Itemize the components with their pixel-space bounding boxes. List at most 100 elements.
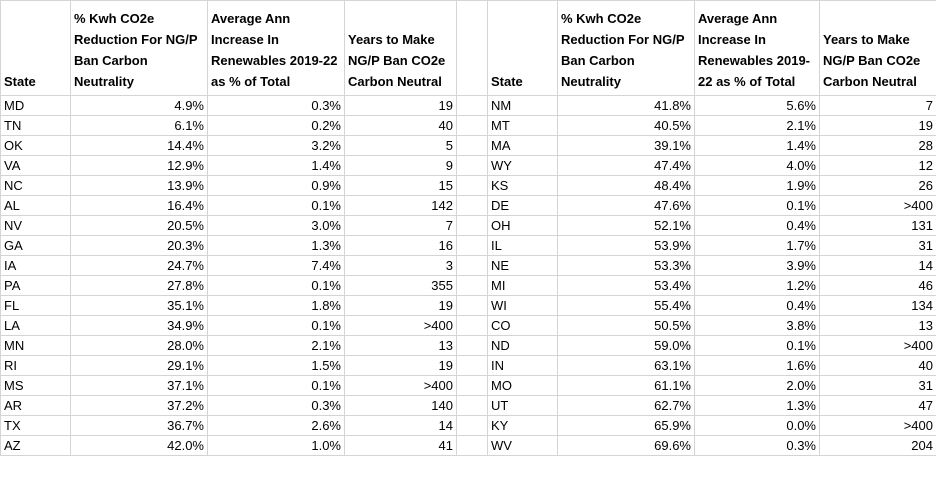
cell-renewables-right[interactable]: 0.4% xyxy=(694,215,820,236)
cell-years-right[interactable]: 46 xyxy=(819,275,936,296)
cell-years-left[interactable]: 19 xyxy=(344,295,457,316)
cell-state-left[interactable]: AR xyxy=(0,395,71,416)
cell-years-right[interactable]: 31 xyxy=(819,235,936,256)
cell-renewables-right[interactable]: 3.9% xyxy=(694,255,820,276)
cell-state-right[interactable]: CO xyxy=(487,315,558,336)
cell-state-left[interactable]: IA xyxy=(0,255,71,276)
spacer-cell[interactable] xyxy=(456,275,488,296)
cell-reduction-left[interactable]: 37.2% xyxy=(70,395,208,416)
cell-years-left[interactable]: 3 xyxy=(344,255,457,276)
cell-renewables-left[interactable]: 0.9% xyxy=(207,175,345,196)
cell-reduction-left[interactable]: 27.8% xyxy=(70,275,208,296)
header-renewables-left[interactable]: Average Ann Increase In Renewables 2019-… xyxy=(207,0,345,96)
cell-state-left[interactable]: OK xyxy=(0,135,71,156)
cell-renewables-left[interactable]: 0.1% xyxy=(207,375,345,396)
cell-years-left[interactable]: 13 xyxy=(344,335,457,356)
cell-renewables-right[interactable]: 5.6% xyxy=(694,95,820,116)
header-renewables-right[interactable]: Average Ann Increase In Renewables 2019-… xyxy=(694,0,820,96)
cell-years-left[interactable]: 41 xyxy=(344,435,457,456)
cell-reduction-left[interactable]: 14.4% xyxy=(70,135,208,156)
spacer-cell[interactable] xyxy=(456,315,488,336)
cell-renewables-right[interactable]: 3.8% xyxy=(694,315,820,336)
spacer-cell[interactable] xyxy=(456,215,488,236)
cell-state-left[interactable]: GA xyxy=(0,235,71,256)
cell-state-left[interactable]: NC xyxy=(0,175,71,196)
cell-state-right[interactable]: NM xyxy=(487,95,558,116)
cell-reduction-left[interactable]: 28.0% xyxy=(70,335,208,356)
cell-renewables-left[interactable]: 2.6% xyxy=(207,415,345,436)
cell-years-right[interactable]: 7 xyxy=(819,95,936,116)
spacer-cell[interactable] xyxy=(456,355,488,376)
cell-state-right[interactable]: IL xyxy=(487,235,558,256)
cell-years-right[interactable]: 26 xyxy=(819,175,936,196)
cell-renewables-left[interactable]: 0.3% xyxy=(207,395,345,416)
cell-renewables-right[interactable]: 2.0% xyxy=(694,375,820,396)
cell-reduction-right[interactable]: 53.9% xyxy=(557,235,695,256)
cell-state-right[interactable]: UT xyxy=(487,395,558,416)
cell-years-right[interactable]: 14 xyxy=(819,255,936,276)
cell-renewables-right[interactable]: 0.4% xyxy=(694,295,820,316)
cell-reduction-left[interactable]: 16.4% xyxy=(70,195,208,216)
cell-years-left[interactable]: 5 xyxy=(344,135,457,156)
cell-renewables-right[interactable]: 1.4% xyxy=(694,135,820,156)
cell-reduction-left[interactable]: 20.5% xyxy=(70,215,208,236)
cell-state-left[interactable]: PA xyxy=(0,275,71,296)
spacer-cell[interactable] xyxy=(456,435,488,456)
cell-renewables-right[interactable]: 1.9% xyxy=(694,175,820,196)
cell-renewables-right[interactable]: 1.3% xyxy=(694,395,820,416)
header-state-left[interactable]: State xyxy=(0,0,71,96)
cell-state-left[interactable]: MS xyxy=(0,375,71,396)
cell-renewables-right[interactable]: 0.1% xyxy=(694,335,820,356)
cell-renewables-left[interactable]: 1.4% xyxy=(207,155,345,176)
cell-reduction-left[interactable]: 13.9% xyxy=(70,175,208,196)
spacer-cell[interactable] xyxy=(456,155,488,176)
cell-years-right[interactable]: 131 xyxy=(819,215,936,236)
cell-reduction-right[interactable]: 62.7% xyxy=(557,395,695,416)
cell-renewables-left[interactable]: 0.2% xyxy=(207,115,345,136)
cell-state-right[interactable]: MT xyxy=(487,115,558,136)
header-state-right[interactable]: State xyxy=(487,0,558,96)
cell-reduction-left[interactable]: 36.7% xyxy=(70,415,208,436)
cell-renewables-left[interactable]: 0.1% xyxy=(207,315,345,336)
cell-state-left[interactable]: MD xyxy=(0,95,71,116)
cell-reduction-left[interactable]: 12.9% xyxy=(70,155,208,176)
cell-state-left[interactable]: NV xyxy=(0,215,71,236)
spacer-cell[interactable] xyxy=(456,0,488,96)
cell-reduction-right[interactable]: 47.6% xyxy=(557,195,695,216)
cell-years-right[interactable]: 31 xyxy=(819,375,936,396)
cell-years-left[interactable]: 40 xyxy=(344,115,457,136)
cell-state-right[interactable]: MI xyxy=(487,275,558,296)
cell-reduction-left[interactable]: 37.1% xyxy=(70,375,208,396)
cell-renewables-left[interactable]: 0.1% xyxy=(207,275,345,296)
cell-renewables-right[interactable]: 1.2% xyxy=(694,275,820,296)
cell-renewables-left[interactable]: 1.8% xyxy=(207,295,345,316)
cell-reduction-right[interactable]: 50.5% xyxy=(557,315,695,336)
spacer-cell[interactable] xyxy=(456,375,488,396)
cell-state-left[interactable]: TX xyxy=(0,415,71,436)
cell-renewables-left[interactable]: 1.0% xyxy=(207,435,345,456)
cell-years-right[interactable]: 28 xyxy=(819,135,936,156)
cell-renewables-right[interactable]: 1.6% xyxy=(694,355,820,376)
cell-state-right[interactable]: DE xyxy=(487,195,558,216)
spacer-cell[interactable] xyxy=(456,175,488,196)
cell-state-left[interactable]: FL xyxy=(0,295,71,316)
spacer-cell[interactable] xyxy=(456,115,488,136)
cell-reduction-right[interactable]: 65.9% xyxy=(557,415,695,436)
cell-years-left[interactable]: >400 xyxy=(344,315,457,336)
cell-reduction-left[interactable]: 29.1% xyxy=(70,355,208,376)
cell-renewables-left[interactable]: 1.5% xyxy=(207,355,345,376)
cell-years-left[interactable]: 15 xyxy=(344,175,457,196)
cell-renewables-right[interactable]: 2.1% xyxy=(694,115,820,136)
cell-years-left[interactable]: 14 xyxy=(344,415,457,436)
cell-reduction-right[interactable]: 53.3% xyxy=(557,255,695,276)
cell-state-left[interactable]: MN xyxy=(0,335,71,356)
cell-renewables-left[interactable]: 1.3% xyxy=(207,235,345,256)
cell-reduction-right[interactable]: 47.4% xyxy=(557,155,695,176)
cell-years-right[interactable]: 12 xyxy=(819,155,936,176)
cell-state-right[interactable]: ND xyxy=(487,335,558,356)
cell-years-left[interactable]: >400 xyxy=(344,375,457,396)
cell-years-left[interactable]: 19 xyxy=(344,355,457,376)
header-reduction-left[interactable]: % Kwh CO2e Reduction For NG/P Ban Carbon… xyxy=(70,0,208,96)
cell-state-right[interactable]: WY xyxy=(487,155,558,176)
cell-reduction-right[interactable]: 48.4% xyxy=(557,175,695,196)
